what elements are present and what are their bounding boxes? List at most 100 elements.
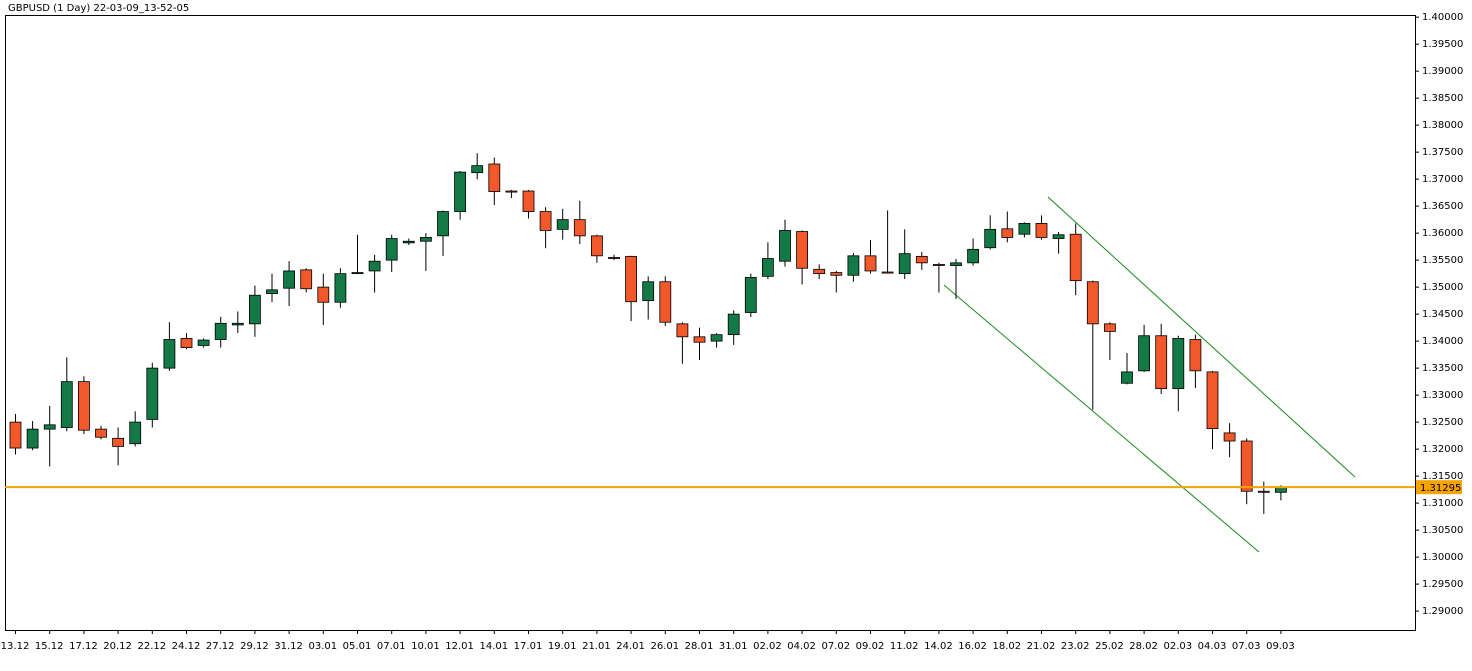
candle-body <box>591 235 603 257</box>
candle-body <box>402 240 415 244</box>
candle-body <box>317 286 330 303</box>
x-tick-label: 07.03 <box>1232 641 1261 652</box>
x-tick-label: 24.12 <box>172 641 201 652</box>
candle-body <box>1001 228 1014 238</box>
x-tick-label: 14.02 <box>924 641 953 652</box>
candle-body <box>454 171 467 212</box>
x-tick-label: 27.12 <box>206 641 235 652</box>
y-tick-label: 1.39000 <box>1422 66 1463 77</box>
x-tick-label: 17.12 <box>69 641 98 652</box>
x-tick-label: 21.02 <box>1027 641 1056 652</box>
y-tick-label: 1.37500 <box>1422 147 1463 158</box>
trend-line <box>1047 196 1356 478</box>
x-tick-label: 15.12 <box>35 641 64 652</box>
x-tick-label: 05.01 <box>343 641 372 652</box>
x-tick-label: 10.01 <box>411 641 440 652</box>
candle-body <box>830 272 843 276</box>
y-tick-label: 1.29000 <box>1422 606 1463 617</box>
candle-body <box>1172 338 1185 390</box>
candle-body <box>283 270 296 289</box>
candle-body <box>419 237 432 242</box>
candle-body <box>847 255 860 276</box>
candle-body <box>26 428 39 449</box>
y-tick-label: 1.31500 <box>1422 471 1463 482</box>
x-tick-label: 24.01 <box>616 641 645 652</box>
candle-body <box>950 262 962 266</box>
x-tick-label: 07.02 <box>821 641 850 652</box>
y-tick-label: 1.34000 <box>1422 336 1463 347</box>
x-tick-label: 26.01 <box>650 641 679 652</box>
candle-body <box>78 381 90 431</box>
x-tick-label: 31.12 <box>274 641 303 652</box>
current-price-label: 1.31295 <box>1420 483 1461 494</box>
y-tick-label: 1.36000 <box>1422 228 1463 239</box>
candle-body <box>1206 371 1219 429</box>
candle-body <box>43 424 56 430</box>
x-tick-label: 17.01 <box>514 641 543 652</box>
candle-body <box>779 230 791 262</box>
candle-body <box>488 163 501 192</box>
candle-body <box>1104 323 1116 332</box>
candle-body <box>1138 335 1150 372</box>
x-tick-label: 18.02 <box>992 641 1021 652</box>
candle-body <box>608 257 620 259</box>
candle-body <box>1069 233 1082 282</box>
candle-body <box>9 421 22 449</box>
x-tick-label: 19.01 <box>548 641 577 652</box>
y-tick-label: 1.33000 <box>1422 390 1463 401</box>
candle-body <box>351 272 364 275</box>
x-tick-label: 09.02 <box>856 641 885 652</box>
candle-body <box>1155 335 1168 390</box>
candle-body <box>1240 440 1253 492</box>
x-tick-label: 11.02 <box>890 641 919 652</box>
x-tick-label: 29.12 <box>240 641 269 652</box>
candle-body <box>231 322 244 326</box>
x-tick-label: 03.01 <box>308 641 337 652</box>
candle-body <box>710 334 723 342</box>
y-tick-label: 1.38500 <box>1422 93 1463 104</box>
x-tick-label: 02.02 <box>753 641 782 652</box>
candle-body <box>864 255 877 272</box>
candle-body <box>248 294 261 325</box>
candle-body <box>129 421 142 445</box>
candle-body <box>1189 339 1202 372</box>
candle-body <box>881 271 894 274</box>
y-tick-label: 1.32000 <box>1422 444 1463 455</box>
candle-body <box>1035 223 1048 238</box>
candle-body <box>813 268 826 275</box>
y-tick-label: 1.35500 <box>1422 255 1463 266</box>
chart-title: GBPUSD (1 Day) 22-03-09_13-52-05 <box>8 3 189 14</box>
candle-body <box>693 336 706 343</box>
candle-body <box>642 281 655 302</box>
x-tick-label: 12.01 <box>445 641 474 652</box>
x-tick-label: 04.02 <box>787 641 816 652</box>
x-tick-label: 21.01 <box>582 641 611 652</box>
candle-body <box>1086 281 1099 325</box>
candle-body <box>1257 490 1270 493</box>
current-price-box <box>1416 480 1462 495</box>
candle-body <box>1121 371 1133 384</box>
y-tick-label: 1.39500 <box>1422 39 1463 50</box>
candle-body <box>1223 432 1236 442</box>
candle-body <box>334 273 347 303</box>
candle-body <box>915 255 928 264</box>
candle-body <box>163 339 176 369</box>
candle-body <box>522 190 535 212</box>
x-tick-label: 02.03 <box>1163 641 1192 652</box>
y-tick-label: 1.38000 <box>1422 120 1463 131</box>
candle-body <box>505 190 518 193</box>
candle-body <box>214 322 227 340</box>
candle-body <box>625 255 637 303</box>
y-tick-label: 1.29500 <box>1422 579 1463 590</box>
candle-body <box>1052 234 1065 239</box>
candle-body <box>471 165 484 174</box>
x-tick-label: 23.02 <box>1061 641 1090 652</box>
candle-body <box>573 219 586 237</box>
y-tick-label: 1.31000 <box>1422 498 1463 509</box>
candle-body <box>933 264 945 266</box>
candle-body <box>146 367 159 420</box>
y-tick-label: 1.36500 <box>1422 201 1463 212</box>
x-tick-label: 09.03 <box>1266 641 1295 652</box>
candle-body <box>197 339 210 346</box>
